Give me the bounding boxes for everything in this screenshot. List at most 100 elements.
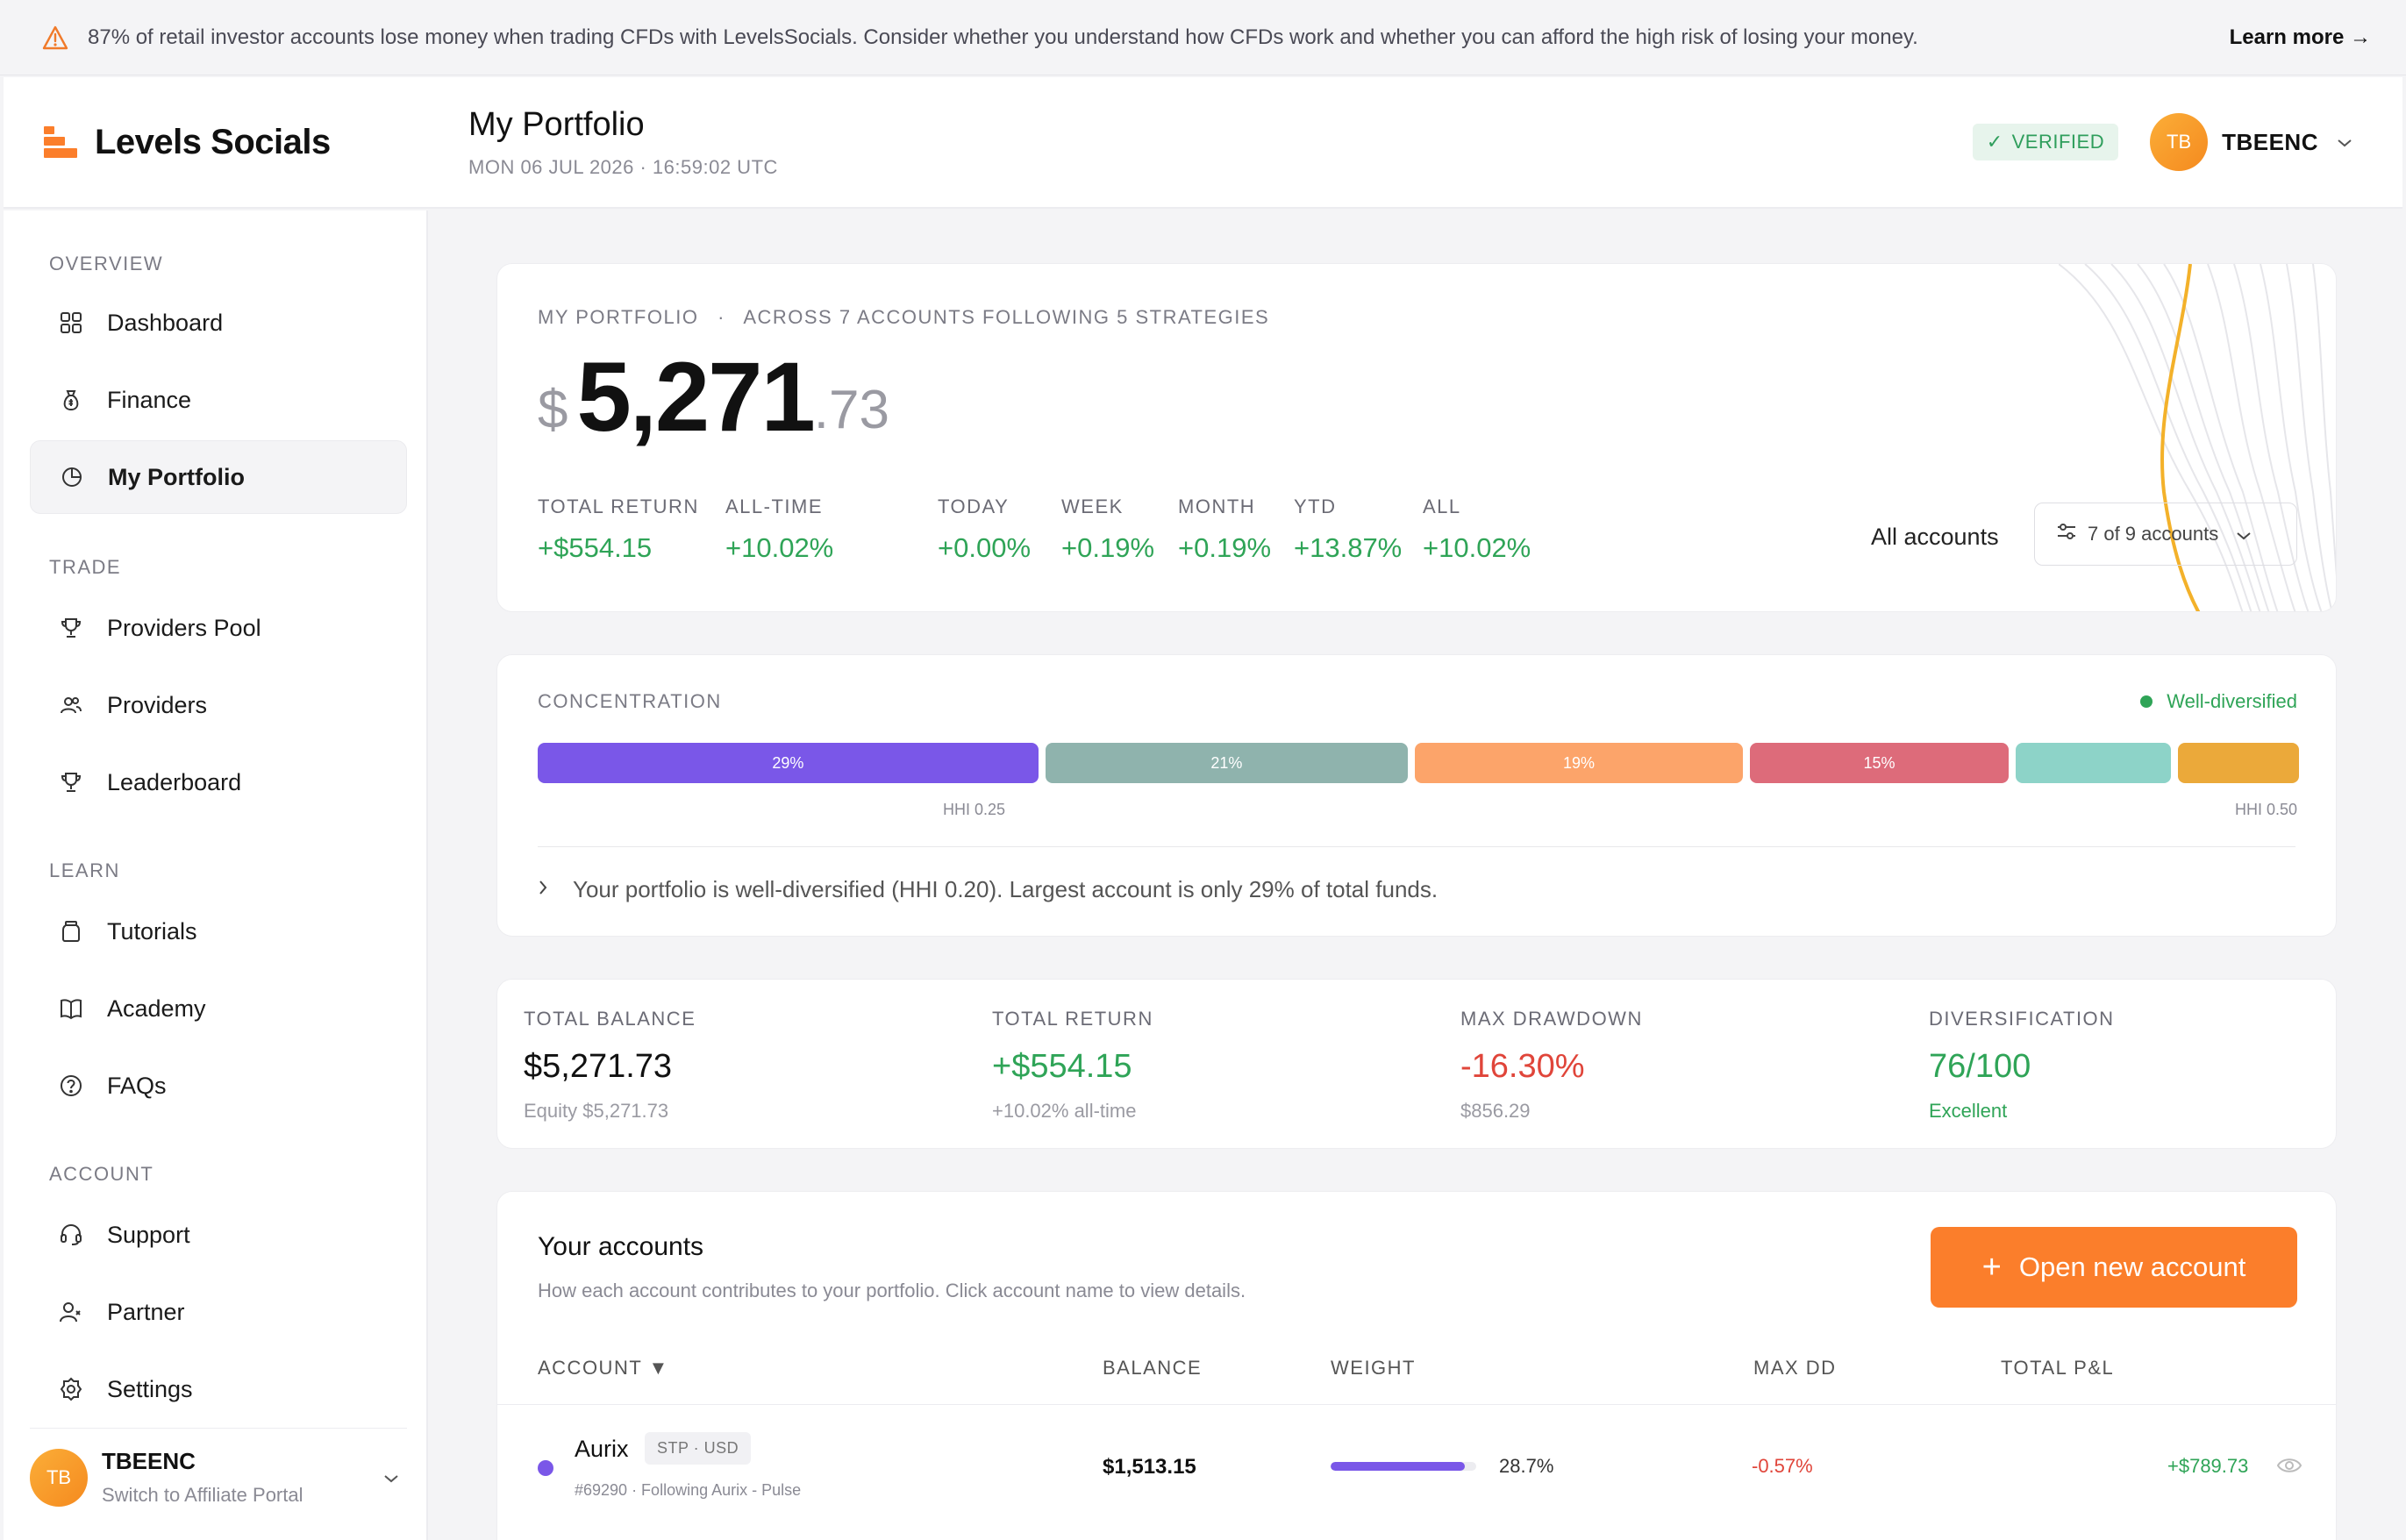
sidebar-item-label: Partner — [107, 1298, 185, 1325]
kpi-value: 76/100 — [1929, 1048, 2031, 1085]
accounts-filter-select[interactable]: 7 of 9 accounts — [2034, 503, 2297, 566]
sidebar-item-finance[interactable]: Finance — [30, 363, 407, 437]
book-icon — [58, 995, 84, 1022]
chevron-down-icon[interactable] — [382, 1466, 400, 1489]
accounts-card: Your accounts How each account contribut… — [496, 1191, 2337, 1540]
grid-icon — [58, 310, 84, 336]
open-new-account-button[interactable]: + Open new account — [1931, 1227, 2297, 1308]
levels-logo-icon — [42, 125, 81, 160]
username[interactable]: TBEENC — [2222, 128, 2318, 155]
table-row[interactable]: Aurix STP · USD #69290 · Following Aurix… — [497, 1409, 2336, 1523]
portfolio-summary-card: MY PORTFOLIO · ACROSS 7 ACCOUNTS FOLLOWI… — [496, 263, 2337, 612]
risk-banner: 87% of retail investor accounts lose mon… — [0, 0, 2406, 75]
status-dot — [2140, 695, 2153, 708]
stat-value: +0.00% — [938, 532, 1032, 563]
verified-badge: ✓ VERIFIED — [1972, 124, 2119, 160]
account-subtitle: #69290 · Following Aurix - Pulse — [575, 1481, 802, 1499]
account-max-dd: -0.57% — [1752, 1455, 1813, 1477]
stat-value: +0.19% — [1061, 532, 1155, 563]
sidebar-item-label: FAQs — [107, 1072, 167, 1099]
headset-icon — [58, 1222, 84, 1248]
sidebar-item-support[interactable]: Support — [30, 1198, 407, 1272]
eyebrow-separator: · — [718, 306, 725, 328]
pie-chart-icon — [59, 464, 85, 490]
sidebar-item-my-portfolio[interactable]: My Portfolio — [30, 440, 407, 514]
brand-name: Levels Socials — [95, 122, 331, 161]
top-bar: Levels Socials My Portfolio MON 06 JUL 2… — [4, 77, 2402, 209]
open-new-account-label: Open new account — [2018, 1251, 2246, 1282]
account-balance: $1,513.15 — [1103, 1455, 1196, 1479]
eye-icon[interactable] — [2276, 1455, 2302, 1476]
sidebar-item-providers[interactable]: Providers — [30, 668, 407, 742]
concentration-card: CONCENTRATION Well-diversified 29% 21% 19%… — [496, 654, 2337, 937]
sidebar-item-label: Support — [107, 1221, 190, 1248]
concentration-segment[interactable]: 21% — [1045, 743, 1408, 783]
stat-value: +$554.15 — [538, 532, 653, 563]
question-icon — [58, 1073, 84, 1099]
portfolio-eyebrow: MY PORTFOLIO · ACROSS 7 ACCOUNTS FOLLOWI… — [538, 306, 1269, 329]
stat-ytd: YTD +13.87% — [1294, 496, 1402, 564]
sidebar-item-academy[interactable]: Academy — [30, 972, 407, 1045]
stat-week: WEEK +0.19% — [1061, 496, 1154, 564]
sidebar-item-label: Finance — [107, 386, 192, 413]
stat-label: WEEK — [1061, 496, 1124, 517]
diversification-status: Well-diversified — [2140, 690, 2297, 713]
column-header-balance[interactable]: BALANCE — [1103, 1357, 1203, 1379]
sidebar-section-overview: OVERVIEW — [49, 253, 164, 274]
sidebar-item-leaderboard[interactable]: Leaderboard — [30, 745, 407, 819]
brand-logo[interactable]: Levels Socials — [4, 123, 468, 162]
concentration-segment[interactable] — [2016, 743, 2172, 783]
sidebar-item-dashboard[interactable]: Dashboard — [30, 286, 407, 360]
sidebar-item-label: Tutorials — [107, 917, 197, 945]
switch-portal-link[interactable]: Switch to Affiliate Portal — [102, 1484, 303, 1506]
concentration-segment[interactable]: 29% — [538, 743, 1039, 783]
risk-warning-text: 87% of retail investor accounts lose mon… — [88, 25, 1918, 49]
sliders-icon — [2056, 522, 2077, 546]
diversification-status-label: Well-diversified — [2167, 690, 2297, 712]
avatar[interactable]: TB — [2150, 113, 2209, 171]
stat-label: MONTH — [1178, 496, 1256, 517]
stat-value: +0.19% — [1178, 532, 1272, 563]
stat-value: +13.87% — [1294, 532, 1403, 563]
concentration-note[interactable]: Your portfolio is well-diversified (HHI … — [538, 876, 1438, 903]
sidebar-item-partner[interactable]: Partner — [30, 1275, 407, 1349]
partner-icon — [58, 1299, 84, 1325]
account-name-link[interactable]: Aurix — [575, 1436, 629, 1462]
chevron-down-icon[interactable] — [2336, 131, 2353, 153]
stat-label: TODAY — [938, 496, 1010, 517]
stat-today: TODAY +0.00% — [938, 496, 1031, 564]
page-title: My Portfolio — [468, 105, 645, 143]
sidebar-item-tutorials[interactable]: Tutorials — [30, 895, 407, 968]
kpi-total-return: TOTAL RETURN +$554.15 +10.02% all-time — [992, 1008, 1153, 1123]
currency-symbol: $ — [538, 380, 568, 440]
accounts-filter-value: 7 of 9 accounts — [2088, 523, 2219, 545]
kpi-total-balance: TOTAL BALANCE $5,271.73 Equity $5,271.73 — [524, 1008, 696, 1123]
portfolio-across-label: ACROSS 7 ACCOUNTS FOLLOWING 5 STRATEGIES — [743, 306, 1270, 328]
page-datetime: MON 06 JUL 2026 · 16:59:02 UTC — [468, 155, 778, 178]
sidebar-user-switcher[interactable]: TB TBEENC Switch to Affiliate Portal — [30, 1428, 407, 1507]
stat-value: +10.02% — [725, 532, 834, 563]
kpi-max-drawdown: MAX DRAWDOWN -16.30% $856.29 — [1460, 1008, 1643, 1123]
kpi-sub: Equity $5,271.73 — [524, 1100, 669, 1122]
kpi-value: $5,271.73 — [524, 1048, 673, 1085]
column-header-account[interactable]: ACCOUNT ▼ — [538, 1357, 669, 1379]
concentration-segment[interactable] — [2178, 743, 2299, 783]
concentration-title: CONCENTRATION — [538, 690, 722, 712]
accounts-title: Your accounts — [538, 1232, 704, 1261]
column-header-weight[interactable]: WEIGHT — [1331, 1357, 1416, 1379]
column-header-total-pnl[interactable]: TOTAL P&L — [2001, 1357, 2115, 1379]
stat-label: YTD — [1294, 496, 1337, 517]
column-header-max-dd[interactable]: MAX DD — [1753, 1357, 1837, 1379]
concentration-segment[interactable]: 19% — [1415, 743, 1743, 783]
sidebar-item-settings[interactable]: Settings — [30, 1352, 407, 1426]
sidebar-item-providers-pool[interactable]: Providers Pool — [30, 591, 407, 665]
sidebar-item-faqs[interactable]: FAQs — [30, 1049, 407, 1123]
account-weight-bar — [1331, 1462, 1476, 1471]
avatar: TB — [30, 1448, 88, 1507]
account-total-pnl: +$789.73 — [2167, 1455, 2249, 1477]
kpi-label: TOTAL BALANCE — [524, 1008, 696, 1030]
warning-icon — [42, 24, 70, 52]
learn-more-link[interactable]: Learn more → — [2229, 25, 2371, 49]
concentration-segment[interactable]: 15% — [1749, 743, 2010, 783]
sidebar-section-learn: LEARN — [49, 859, 120, 881]
